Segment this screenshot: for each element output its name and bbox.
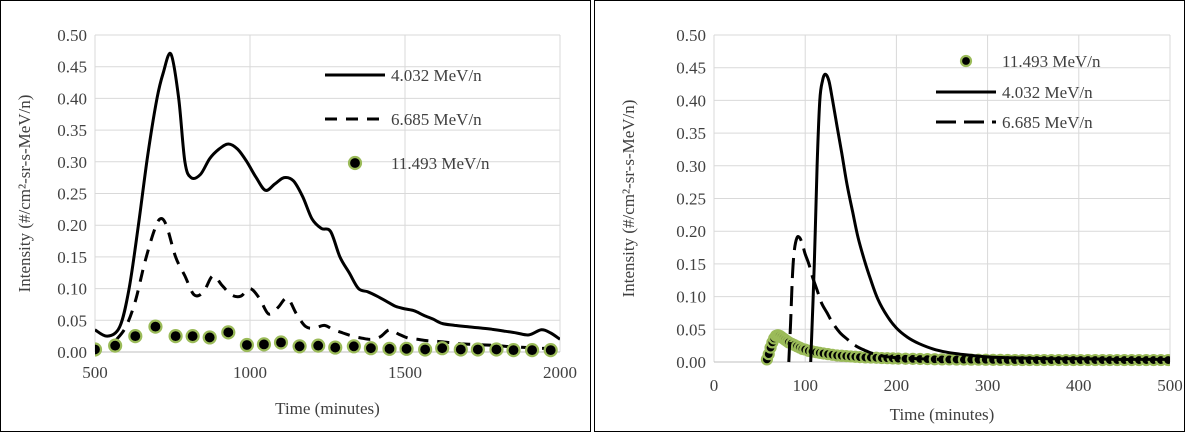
legend-label: 11.493 MeV/n (1002, 52, 1101, 71)
y-tick-label: 0.20 (676, 222, 706, 241)
y-tick-label: 0.25 (57, 185, 87, 204)
chart-panel-left: 0.00 0.05 0.10 0.15 0.20 0.25 0.30 0.35 0.40 0.45… (0, 0, 591, 432)
legend-label: 4.032 MeV/n (1002, 83, 1093, 102)
legend: 11.493 MeV/n 4.032 MeV/n 6.685 MeV/n (936, 52, 1101, 132)
data-point (108, 338, 123, 353)
x-tick-label: 2000 (543, 363, 577, 382)
legend-label: 11.493 MeV/n (391, 154, 490, 173)
data-point (524, 342, 540, 358)
data-point (95, 342, 103, 357)
y-tick-label: 0.25 (676, 190, 706, 209)
y-tick-label: 0.40 (676, 91, 706, 110)
y-tick-label: 0.20 (57, 216, 87, 235)
chart-panel-right: 0.00 0.05 0.10 0.15 0.20 0.25 0.30 0.35 0.40 0.45… (594, 0, 1185, 432)
y-axis-title: Intensity (#/cm²-sr-s-MeV/n) (619, 100, 638, 298)
legend-label: 4.032 MeV/n (391, 66, 482, 85)
plot-area (95, 51, 560, 358)
series-line (95, 51, 560, 341)
y-tick-label: 0.30 (676, 157, 706, 176)
data-point (148, 319, 163, 334)
data-point (256, 337, 272, 352)
data-point (418, 342, 433, 357)
data-point (506, 342, 521, 358)
series-line (787, 235, 943, 363)
legend-label: 6.685 MeV/n (1002, 113, 1093, 132)
plot-area (760, 72, 1170, 367)
series-line (115, 217, 560, 350)
y-axis-title: Intensity (#/cm²-sr-s-MeV/n) (15, 95, 34, 293)
x-tick-label: 200 (884, 376, 910, 395)
data-point (382, 341, 397, 356)
y-tick-label: 0.50 (676, 26, 706, 45)
data-point (221, 325, 236, 340)
x-tick-label: 1500 (388, 363, 422, 382)
series-line (809, 72, 1170, 363)
data-point (346, 339, 361, 354)
chart-frame (0, 0, 591, 432)
data-point (168, 329, 183, 344)
data-point (453, 342, 468, 357)
series-markers (95, 319, 558, 358)
y-tick-label: 0.45 (676, 59, 706, 78)
data-point (543, 342, 558, 358)
y-tick-label: 0.30 (57, 153, 87, 172)
y-tick-label: 0.00 (676, 353, 706, 372)
data-point (273, 335, 289, 350)
chart-left: 0.00 0.05 0.10 0.15 0.20 0.25 0.30 0.35 0.40 0.45… (0, 0, 591, 432)
x-tick-label: 500 (82, 363, 108, 382)
data-point (328, 340, 343, 355)
y-tick-label: 0.15 (57, 248, 87, 267)
y-tick-label: 0.40 (57, 89, 87, 108)
y-tick-label: 0.35 (57, 121, 87, 140)
y-tick-label: 0.05 (57, 311, 87, 330)
legend-marker (959, 54, 973, 68)
x-tick-label: 300 (975, 376, 1001, 395)
x-tick-label: 400 (1066, 376, 1092, 395)
y-tick-label: 0.45 (57, 58, 87, 77)
y-tick-label: 0.00 (57, 343, 87, 362)
gridlines (713, 34, 1171, 363)
y-tick-label: 0.35 (676, 124, 706, 143)
x-tick-label: 500 (1157, 376, 1183, 395)
data-point (311, 338, 326, 353)
data-point (489, 342, 504, 357)
y-tick-label: 0.50 (57, 26, 87, 45)
legend-marker (347, 155, 363, 171)
data-point (435, 341, 450, 356)
x-tick-label: 1000 (233, 363, 267, 382)
y-tick-label: 0.10 (57, 280, 87, 299)
data-point (292, 339, 307, 354)
data-point (399, 341, 414, 356)
data-point (239, 337, 254, 353)
y-tick-label: 0.05 (676, 320, 706, 339)
data-point (363, 341, 378, 356)
data-point (202, 330, 217, 345)
x-axis-title: Time (minutes) (275, 399, 380, 418)
x-axis-title: Time (minutes) (890, 405, 995, 424)
data-point (185, 329, 200, 344)
legend: 4.032 MeV/n 6.685 MeV/n 11.493 MeV/n (325, 66, 490, 173)
data-point (470, 342, 485, 357)
data-point (128, 329, 143, 344)
y-tick-label: 0.10 (676, 288, 706, 307)
legend-label: 6.685 MeV/n (391, 110, 482, 129)
chart-right: 0.00 0.05 0.10 0.15 0.20 0.25 0.30 0.35 0.40 0.45… (594, 0, 1185, 432)
y-tick-label: 0.15 (676, 255, 706, 274)
x-tick-label: 100 (792, 376, 818, 395)
x-tick-label: 0 (710, 376, 719, 395)
